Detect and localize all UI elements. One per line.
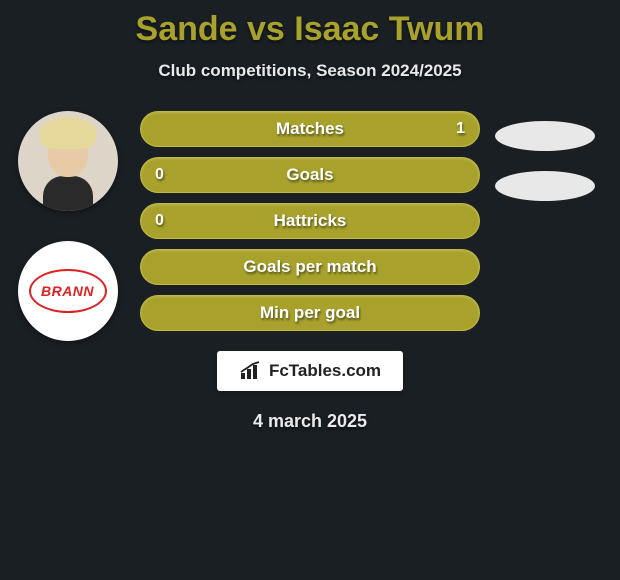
stat-label: Goals per match — [243, 257, 376, 277]
stat-label: Matches — [276, 119, 344, 139]
stat-label: Hattricks — [274, 211, 347, 231]
stat-label: Min per goal — [260, 303, 360, 323]
stat-label: Goals — [286, 165, 333, 185]
club-logo-text: BRANN — [29, 269, 107, 313]
left-player-column: BRANN — [10, 111, 125, 341]
avatar-body-shape — [43, 176, 93, 211]
stat-bar-goals: 0 Goals — [140, 157, 480, 193]
stat-bar-min-per-goal: Min per goal — [140, 295, 480, 331]
subtitle: Club competitions, Season 2024/2025 — [0, 61, 620, 81]
branding-row: FcTables.com — [0, 351, 620, 391]
main-area: BRANN Matches 1 0 Goals 0 Hattricks — [0, 111, 620, 432]
bar-chart-icon — [239, 361, 263, 381]
avatar-hair-shape — [40, 117, 96, 149]
stat-bar-matches: Matches 1 — [140, 111, 480, 147]
club-logo: BRANN — [18, 241, 118, 341]
branding-text: FcTables.com — [269, 361, 381, 381]
stat-rows: Matches 1 0 Goals 0 Hattricks Goals per … — [140, 111, 480, 331]
right-oval-1 — [495, 121, 595, 151]
date-text: 4 march 2025 — [0, 411, 620, 432]
page-title: Sande vs Isaac Twum — [0, 10, 620, 49]
right-oval-2 — [495, 171, 595, 201]
stat-bar-hattricks: 0 Hattricks — [140, 203, 480, 239]
stat-left-value: 0 — [155, 212, 164, 230]
stat-right-value: 1 — [456, 120, 465, 138]
player-avatar — [18, 111, 118, 211]
comparison-card: Sande vs Isaac Twum Club competitions, S… — [0, 0, 620, 432]
right-ovals — [495, 121, 595, 201]
branding-link[interactable]: FcTables.com — [217, 351, 403, 391]
stat-left-value: 0 — [155, 166, 164, 184]
stat-bar-goals-per-match: Goals per match — [140, 249, 480, 285]
